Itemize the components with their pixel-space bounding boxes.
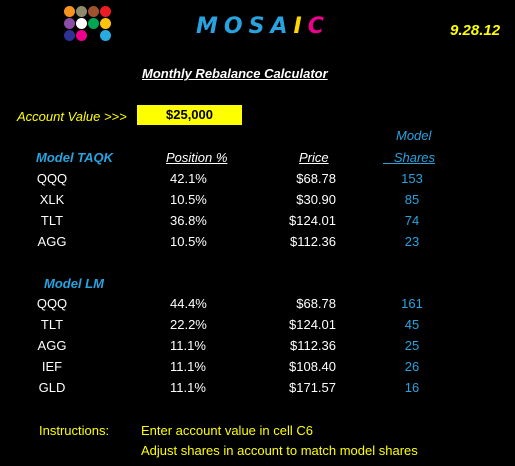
model-shares-cell: 16 bbox=[404, 380, 420, 395]
model-shares-header-line2: Shares bbox=[383, 150, 435, 165]
price-cell: $124.01 bbox=[289, 317, 336, 332]
logo-dot bbox=[64, 30, 75, 41]
position-cell: 11.1% bbox=[170, 359, 206, 374]
brand-name: MOSAIC bbox=[196, 14, 330, 39]
report-date: 9.28.12 bbox=[450, 22, 501, 39]
price-cell: $112.36 bbox=[289, 234, 336, 249]
ticker-cell: AGG bbox=[37, 234, 67, 249]
logo-dot bbox=[88, 18, 99, 29]
model-shares-cell: 23 bbox=[404, 234, 420, 249]
price-cell: $112.36 bbox=[289, 338, 336, 353]
instruction-line-2: Adjust shares in account to match model … bbox=[141, 443, 418, 458]
position-cell: 10.5% bbox=[170, 234, 207, 249]
logo-dot bbox=[76, 6, 87, 17]
position-cell: 36.8% bbox=[170, 213, 207, 228]
brand-letter: I bbox=[293, 14, 308, 39]
price-cell: $68.78 bbox=[296, 296, 336, 311]
model-shares-cell: 45 bbox=[404, 317, 420, 332]
page-title: Monthly Rebalance Calculator bbox=[142, 66, 328, 81]
account-value-label: Account Value >>> bbox=[17, 109, 127, 124]
logo-dot bbox=[100, 18, 111, 29]
ticker-cell: TLT bbox=[40, 317, 64, 332]
brand-letter: S bbox=[248, 14, 271, 39]
model-shares-header-line1: Model bbox=[396, 128, 432, 143]
price-header: Price bbox=[299, 150, 329, 165]
logo-dot bbox=[64, 6, 75, 17]
logo-dot bbox=[76, 30, 87, 41]
position-cell: 42.1% bbox=[170, 171, 207, 186]
mosaic-logo bbox=[64, 6, 112, 54]
model-taqk-heading: Model TAQK bbox=[36, 150, 114, 165]
brand-letter: M bbox=[196, 14, 224, 39]
ticker-cell: XLK bbox=[39, 192, 65, 207]
position-cell: 10.5% bbox=[170, 192, 207, 207]
logo-dot bbox=[100, 30, 111, 41]
position-cell: 11.1% bbox=[170, 338, 206, 353]
ticker-cell: TLT bbox=[40, 213, 64, 228]
ticker-cell: QQQ bbox=[36, 296, 68, 311]
model-shares-cell: 85 bbox=[404, 192, 420, 207]
price-cell: $68.78 bbox=[296, 171, 336, 186]
price-cell: $30.90 bbox=[296, 192, 336, 207]
model-shares-cell: 74 bbox=[404, 213, 420, 228]
brand-letter: O bbox=[223, 14, 249, 39]
instructions-label: Instructions: bbox=[39, 423, 110, 438]
model-shares-header-text: Shares bbox=[393, 150, 436, 165]
model-shares-cell: 26 bbox=[404, 359, 420, 374]
model-shares-cell: 153 bbox=[401, 171, 423, 186]
price-cell: $108.40 bbox=[289, 359, 336, 374]
logo-dot bbox=[64, 18, 75, 29]
model-shares-cell: 161 bbox=[401, 296, 423, 311]
price-cell: $124.01 bbox=[289, 213, 336, 228]
brand-letter: A bbox=[270, 14, 294, 39]
position-cell: 22.2% bbox=[170, 317, 207, 332]
account-value-cell[interactable]: $25,000 bbox=[137, 105, 242, 125]
ticker-cell: QQQ bbox=[36, 171, 68, 186]
model-shares-cell: 25 bbox=[404, 338, 420, 353]
instruction-line-1: Enter account value in cell C6 bbox=[141, 423, 313, 438]
logo-dot bbox=[76, 18, 87, 29]
ticker-cell: AGG bbox=[37, 338, 67, 353]
logo-dot bbox=[88, 6, 99, 17]
logo-dot bbox=[100, 6, 111, 17]
ticker-cell: GLD bbox=[38, 380, 66, 395]
brand-letter: C bbox=[307, 14, 330, 39]
ticker-cell: IEF bbox=[41, 359, 63, 374]
model-lm-heading: Model LM bbox=[44, 276, 104, 291]
position-cell: 44.4% bbox=[170, 296, 207, 311]
position-header: Position % bbox=[166, 150, 228, 165]
price-cell: $171.57 bbox=[289, 380, 336, 395]
position-cell: 11.1% bbox=[170, 380, 206, 395]
